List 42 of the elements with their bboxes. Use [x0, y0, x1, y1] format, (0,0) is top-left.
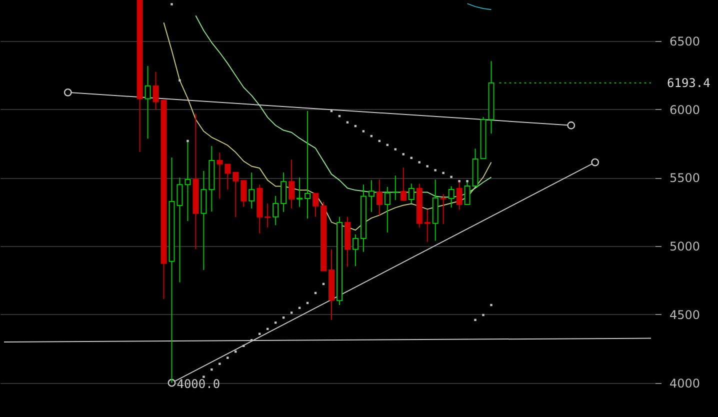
candlestick — [384, 186, 390, 233]
candlestick — [408, 183, 414, 204]
y-tick-label: 4000 — [670, 376, 700, 390]
candlestick — [424, 208, 430, 242]
ref-line-label: 6193.4 — [667, 76, 710, 90]
candlestick — [176, 177, 183, 283]
candlestick — [352, 234, 358, 267]
candlestick — [248, 172, 255, 209]
point — [567, 121, 576, 130]
candlestick — [232, 172, 239, 218]
candlestick — [296, 176, 303, 208]
candlestick — [152, 71, 159, 110]
y-tick-label: 5000 — [670, 240, 700, 254]
candlestick — [464, 180, 470, 206]
line-series — [466, 3, 492, 10]
candlestick — [280, 172, 287, 212]
candlestick — [288, 159, 295, 209]
candlestick — [392, 175, 398, 201]
candlestick — [240, 180, 247, 208]
candlestick — [440, 194, 446, 225]
candlestick — [216, 152, 223, 200]
candlestick — [184, 140, 191, 222]
candlestick — [272, 195, 279, 226]
y-tick-label: 6500 — [670, 34, 700, 49]
candlestick — [448, 186, 454, 208]
candlestick — [144, 65, 151, 140]
point — [64, 88, 72, 96]
candlestick — [200, 170, 207, 271]
candlestick — [304, 110, 311, 219]
candlestick — [368, 180, 374, 212]
y-tick-label: 4500 — [670, 308, 700, 322]
y-tick-label: 6000 — [670, 102, 700, 117]
line-series — [163, 22, 492, 231]
candlestick — [264, 202, 271, 228]
candlestick — [400, 166, 406, 201]
y-tick-label: 5500 — [670, 171, 700, 186]
candlestick — [224, 164, 231, 190]
candlestick — [456, 180, 462, 210]
data-label: 4000.0 — [176, 376, 220, 391]
point — [591, 158, 600, 166]
candlestick — [312, 192, 319, 218]
candlestick — [376, 179, 382, 216]
